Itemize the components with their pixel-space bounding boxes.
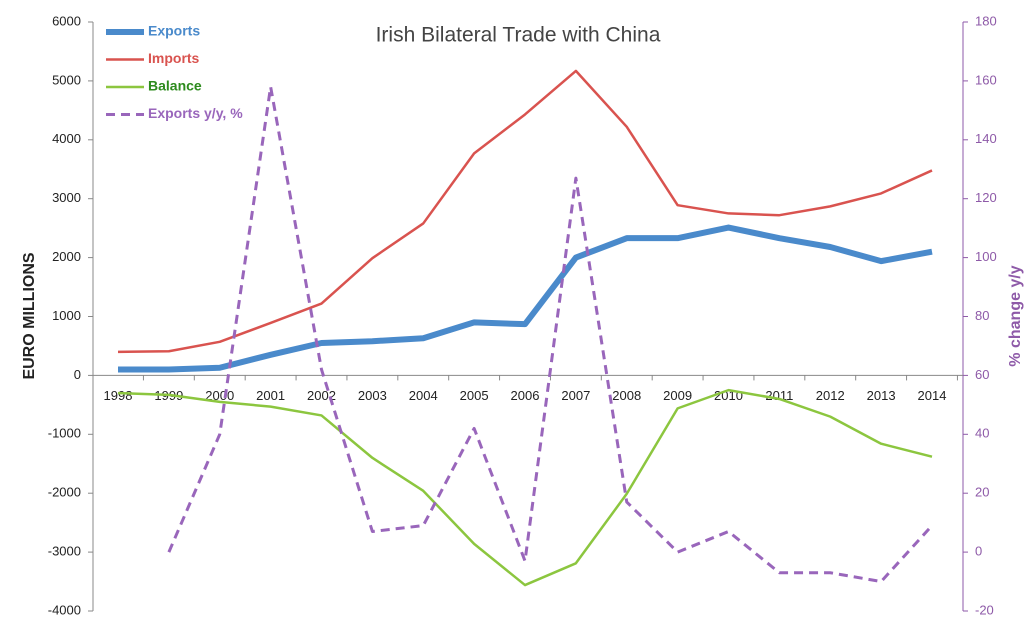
x-tick-label: 2003 [358,388,387,403]
x-tick-label: 2013 [867,388,896,403]
x-tick-label: 2006 [511,388,540,403]
series-line [167,85,934,584]
y-tick-label: -1000 [48,426,81,441]
y2-tick-label: 140 [975,131,997,146]
x-tick-label: 2007 [561,388,590,403]
y2-tick-label: 40 [975,426,989,441]
y-tick-label: 6000 [52,13,81,28]
legend-label: Balance [148,78,202,94]
x-tick-label: 1998 [104,388,133,403]
x-tick-label: 2012 [816,388,845,403]
series-line [117,69,933,354]
y2-tick-label: 120 [975,190,997,205]
legend-label: Exports [148,23,200,39]
y2-axis-label: % change y/y [1007,265,1024,366]
x-tick-label: 2005 [460,388,489,403]
x-tick-label: 2009 [663,388,692,403]
y2-tick-label: -20 [975,602,994,617]
y2-tick-label: 160 [975,72,997,87]
x-tick-label: 2011 [765,388,793,403]
y-tick-label: -4000 [48,602,81,617]
series-line [117,388,933,587]
x-tick-label: 2001 [256,388,285,403]
y-tick-label: 0 [74,367,81,382]
legend-label: Imports [148,50,200,66]
legend-label: Exports y/y, % [148,105,243,121]
y-tick-label: -3000 [48,544,81,559]
y-tick-label: 2000 [52,249,81,264]
y-tick-label: 4000 [52,131,81,146]
y2-tick-label: 0 [975,544,982,559]
x-tick-label: 2014 [918,388,947,403]
chart-title: Irish Bilateral Trade with China [376,24,661,47]
y2-tick-label: 180 [975,13,997,28]
x-tick-label: 2004 [409,388,438,403]
y-axis-label: EURO MILLIONS [21,252,38,379]
y-tick-label: 5000 [52,72,81,87]
y2-tick-label: 20 [975,485,989,500]
y2-tick-label: 100 [975,249,997,264]
y-tick-label: 3000 [52,190,81,205]
y2-tick-label: 60 [975,367,989,382]
y2-tick-label: 80 [975,308,989,323]
x-tick-label: 2008 [612,388,641,403]
y-tick-label: -2000 [48,485,81,500]
x-tick-label: 2002 [307,388,336,403]
series-line [118,224,933,373]
y-tick-label: 1000 [52,308,81,323]
